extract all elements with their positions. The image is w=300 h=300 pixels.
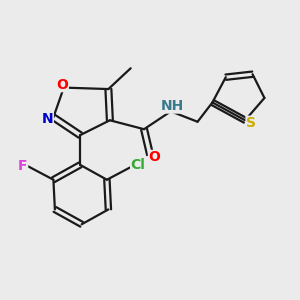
Text: O: O xyxy=(148,150,160,164)
Text: N: N xyxy=(42,112,53,126)
Text: S: S xyxy=(246,116,256,130)
Text: NH: NH xyxy=(161,99,184,113)
Text: Cl: Cl xyxy=(131,158,146,172)
Text: F: F xyxy=(18,159,28,173)
Text: O: O xyxy=(56,78,68,92)
